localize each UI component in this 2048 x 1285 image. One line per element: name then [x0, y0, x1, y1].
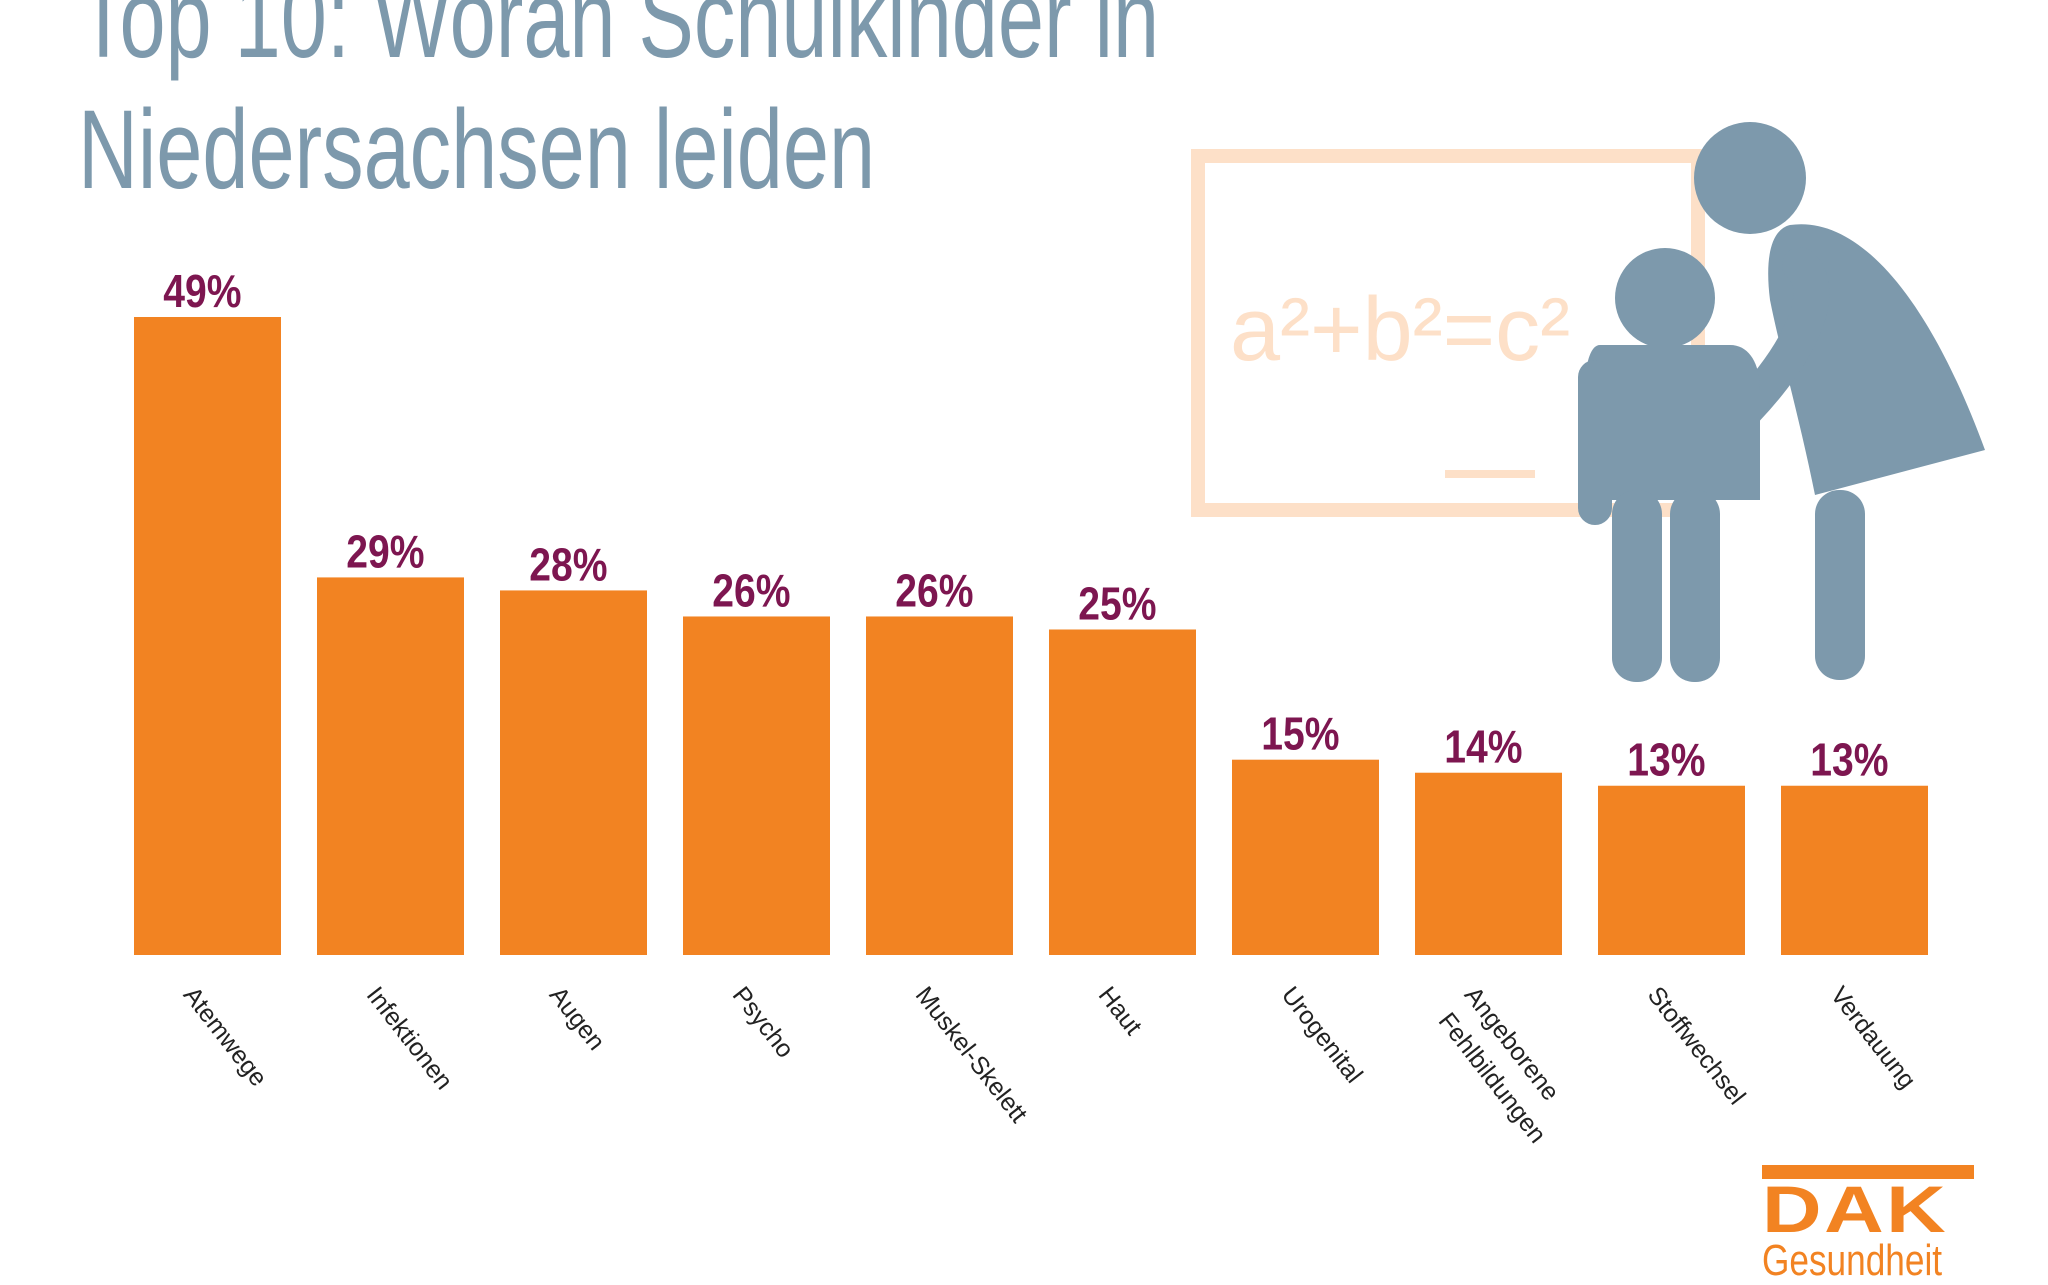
bar-infektionen: [317, 577, 464, 955]
teacher-head: [1694, 122, 1806, 234]
child-leg-left: [1612, 490, 1662, 682]
category-label: Infektionen: [361, 981, 458, 1095]
value-label: 14%: [1444, 722, 1522, 774]
bar-urogenital: [1232, 759, 1379, 955]
bar-angeborene-fehlbildungen: [1415, 772, 1562, 955]
category-label: Urogenital: [1276, 981, 1368, 1088]
value-label: 28%: [529, 539, 607, 591]
value-label: 15%: [1261, 709, 1339, 761]
teacher-leg: [1815, 490, 1865, 680]
bar-psycho: [683, 616, 830, 955]
category-label: Psycho: [727, 981, 800, 1063]
chalk-mark: [1445, 470, 1535, 478]
blackboard-formula: a²+b²=c²: [1230, 280, 1570, 380]
chart-title-line-2: Niedersachsen leiden: [78, 87, 876, 212]
bar-augen: [500, 590, 647, 955]
child-arm: [1578, 360, 1612, 525]
teacher-child-icon: [1578, 122, 1985, 682]
value-label: 26%: [712, 566, 790, 618]
logo-bar: [1762, 1165, 1974, 1179]
value-label: 13%: [1627, 735, 1705, 787]
category-label: Augen: [544, 981, 611, 1055]
chart-title-line-1: Top 10: Woran Schulkinder in: [78, 0, 1160, 81]
logo-sub: Gesundheit: [1762, 1236, 1943, 1285]
category-label: Haut: [1093, 981, 1148, 1040]
bar-stoffwechsel: [1598, 785, 1745, 955]
child-body: [1585, 345, 1760, 500]
dak-logo: DAK Gesundheit: [1762, 1165, 1974, 1283]
category-label: Verdauung: [1825, 981, 1922, 1094]
value-label: 49%: [163, 266, 241, 318]
category-label: Muskel-Skelett: [910, 981, 1033, 1127]
child-head: [1615, 248, 1715, 348]
child-leg-right: [1670, 490, 1720, 682]
value-label: 26%: [895, 566, 973, 618]
value-label: 25%: [1078, 579, 1156, 631]
bar-haut: [1049, 629, 1196, 955]
value-label: 29%: [346, 526, 424, 578]
bar-muskel-skelett: [866, 616, 1013, 955]
bar-atemwege: [134, 317, 281, 955]
bar-verdauung: [1781, 785, 1928, 955]
category-label: Atemwege: [178, 981, 273, 1091]
logo-brand: DAK: [1762, 1172, 1949, 1246]
category-label: Stoffwechsel: [1642, 981, 1751, 1110]
value-label: 13%: [1810, 735, 1888, 787]
